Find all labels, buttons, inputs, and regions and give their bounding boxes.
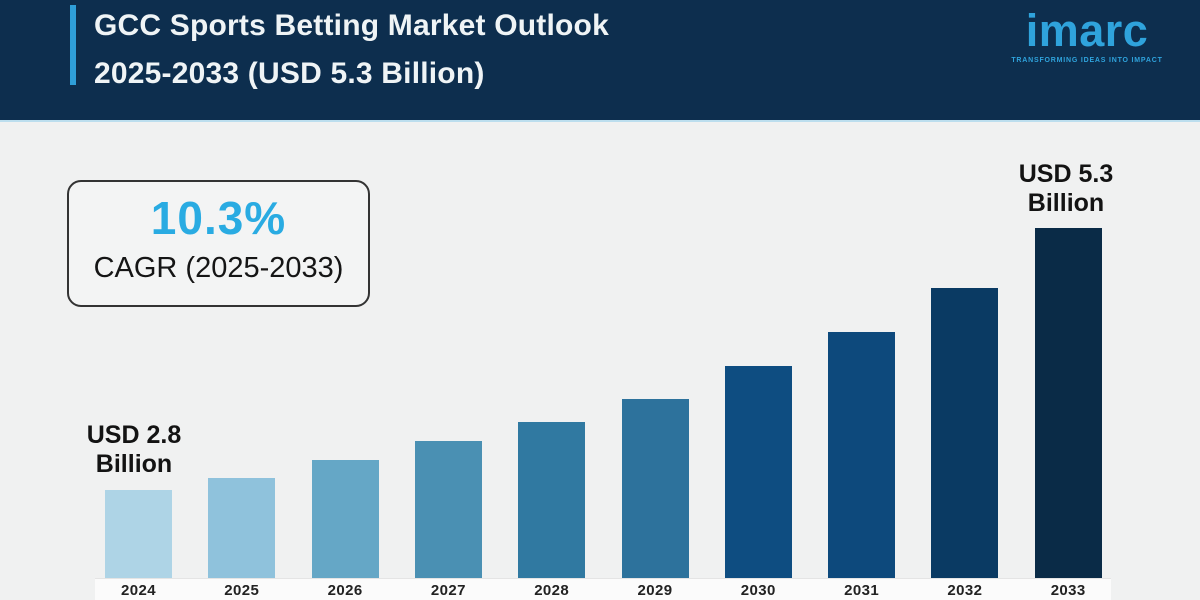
cagr-period-label: CAGR (2025-2033) [93,252,344,284]
page-title-line2: 2025-2033 (USD 5.3 Billion) [94,57,485,90]
x-axis-label-2032: 2032 [947,582,983,599]
first-bar-value-line1: USD 2.8 [86,421,182,449]
bar-2033 [1034,228,1102,578]
bar-2029 [621,399,689,578]
last-bar-value-line1: USD 5.3 [1018,160,1114,188]
x-axis-label-2030: 2030 [740,582,776,599]
bar-2031 [828,332,896,578]
page-title-line1: GCC Sports Betting Market Outlook [94,9,609,42]
x-axis-label-2024: 2024 [121,582,156,599]
header: GCC Sports Betting Market Outlook 2025-2… [0,0,1200,122]
bar-2027 [414,441,482,578]
title-accent-bar [70,5,76,85]
first-bar-value-line2: Billion [95,450,173,478]
imarc-logo-text: imarc [1025,5,1149,56]
first-bar-value-label: USD 2.8 Billion [69,421,199,479]
last-bar-value-line2: Billion [1027,189,1105,217]
bar-2032 [931,288,999,578]
bar-2030 [724,366,792,578]
last-bar-value-label: USD 5.3 Billion [1001,160,1131,218]
page-title: GCC Sports Betting Market Outlook 2025-2… [94,2,609,98]
x-axis-label-2031: 2031 [844,582,880,599]
x-axis-label-2026: 2026 [327,582,363,599]
imarc-logo-tagline: TRANSFORMING IDEAS INTO IMPACT [1011,57,1163,64]
x-axis-label-2025: 2025 [224,582,260,599]
bar-2026 [311,460,379,578]
x-axis-label-2028: 2028 [534,582,570,599]
x-axis-label-2029: 2029 [637,582,673,599]
imarc-logo: imarc TRANSFORMING IDEAS INTO IMPACT [1003,5,1171,65]
cagr-callout-box: 10.3% CAGR (2025-2033) [67,180,370,307]
bar-2024 [105,490,172,578]
x-axis-band [95,578,1111,600]
cagr-value: 10.3% [150,192,287,244]
bar-2028 [518,422,586,578]
x-axis-label-2027: 2027 [430,582,466,599]
x-axis-label-2033: 2033 [1050,582,1086,599]
bar-2025 [208,478,276,578]
